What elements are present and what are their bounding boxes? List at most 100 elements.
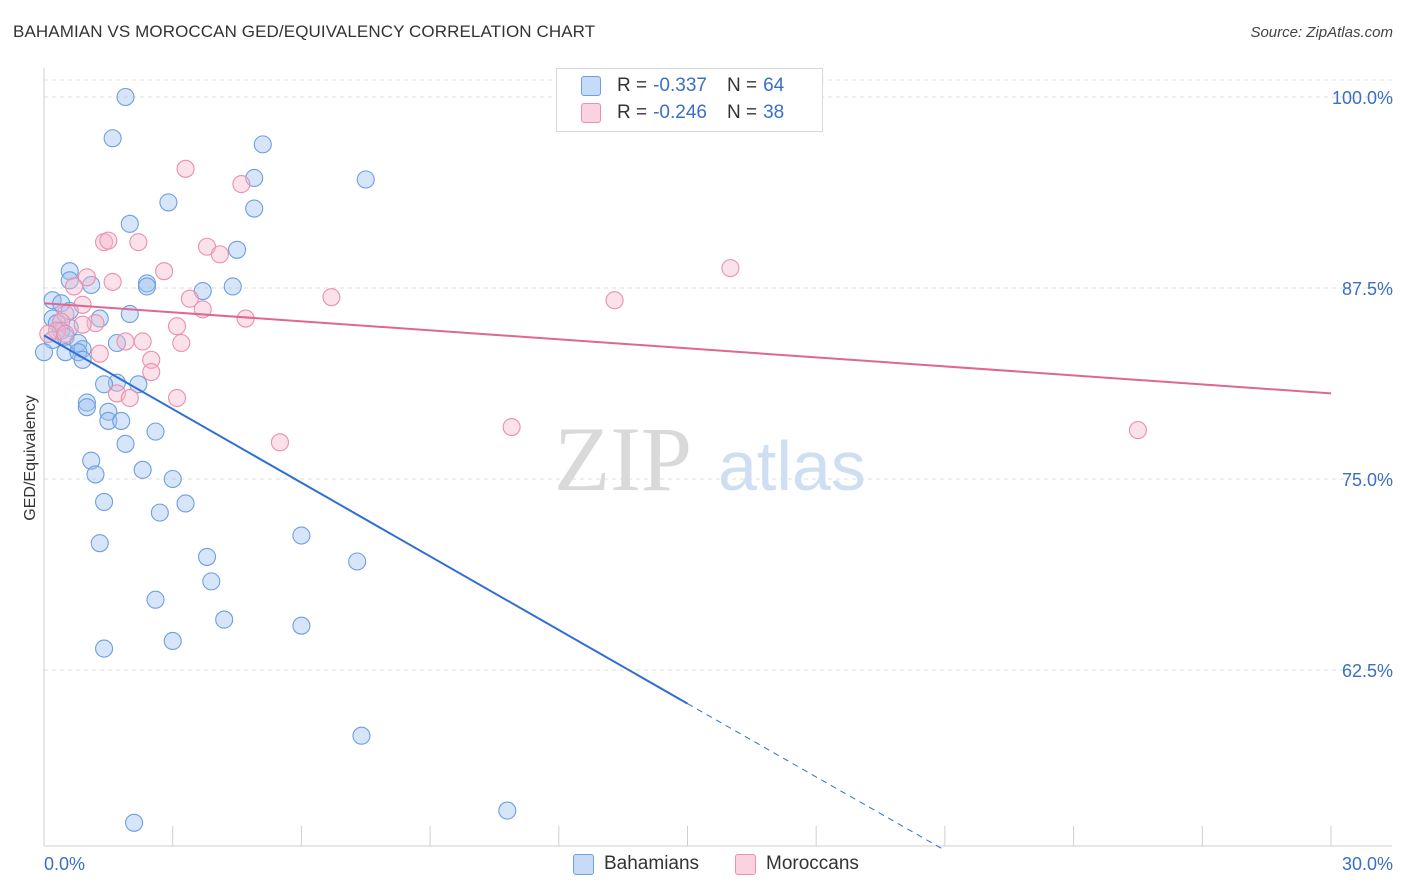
chart-source: Source: ZipAtlas.com: [1250, 24, 1393, 41]
legend-row-moroccans: R = -0.246 N = 38: [581, 101, 784, 125]
watermark: ZIP atlas: [554, 408, 866, 510]
y-tick-label: 87.5%: [1342, 279, 1393, 299]
bottom-legend-label-bahamians: Bahamians: [604, 853, 700, 874]
point-bahamians: [292, 526, 311, 545]
point-bahamians: [95, 375, 114, 394]
legend-n-value: 64: [763, 75, 785, 96]
bottom-legend-moroccans: Moroccans: [735, 852, 859, 876]
point-moroccans: [133, 332, 152, 351]
point-moroccans: [180, 289, 199, 308]
point-bahamians: [82, 451, 101, 470]
point-bahamians: [90, 534, 109, 553]
point-moroccans: [270, 433, 290, 452]
point-moroccans: [120, 388, 139, 408]
legend-r-value: -0.337: [653, 75, 707, 96]
point-moroccans: [1128, 421, 1147, 440]
point-bahamians: [150, 503, 169, 522]
y-tick-label: 100.0%: [1332, 88, 1393, 108]
point-moroccans: [322, 288, 341, 307]
point-moroccans: [39, 324, 58, 343]
point-bahamians: [116, 434, 135, 453]
y-tick-label: 62.5%: [1342, 661, 1393, 681]
bottom-legend-bahamians: Bahamians: [573, 852, 699, 876]
point-bahamians: [120, 214, 139, 233]
point-moroccans: [129, 233, 148, 252]
point-bahamians: [245, 199, 264, 218]
point-bahamians: [99, 402, 118, 421]
point-bahamians: [163, 469, 182, 489]
bottom-legend-swatch-bahamians: [573, 853, 594, 875]
stats-legend: R = -0.337 N = 64 R = -0.246 N = 38: [556, 68, 823, 132]
point-moroccans: [77, 268, 96, 287]
point-moroccans: [90, 344, 109, 363]
point-bahamians: [86, 465, 105, 484]
point-bahamians: [146, 422, 165, 441]
trend-line-bahamians: [43, 334, 688, 705]
point-moroccans: [56, 324, 75, 343]
legend-swatch-bahamians: [581, 76, 601, 96]
point-bahamians: [348, 552, 367, 571]
axes: [43, 68, 1392, 847]
point-bahamians: [292, 616, 311, 635]
point-bahamians: [99, 411, 118, 430]
trend-line-bahamians-extension: [687, 703, 946, 851]
point-bahamians: [112, 411, 131, 430]
point-moroccans: [142, 362, 161, 382]
point-bahamians: [125, 813, 144, 832]
legend-n-label: N =: [726, 75, 758, 96]
watermark-zip: ZIP: [554, 408, 692, 510]
point-moroccans: [167, 317, 187, 336]
point-bahamians: [77, 398, 96, 417]
point-moroccans: [176, 159, 195, 178]
x-tick-label-left: 0.0%: [44, 854, 85, 874]
point-bahamians: [137, 277, 157, 296]
trend-line-moroccans: [43, 302, 1332, 395]
point-bahamians: [163, 631, 182, 651]
point-bahamians: [95, 639, 114, 658]
legend-swatch-moroccans: [581, 103, 601, 123]
point-bahamians: [159, 193, 178, 212]
legend-n-label: N =: [726, 102, 758, 123]
tick-labels: 100.0% 87.5% 75.0% 62.5% 0.0% 30.0%: [44, 88, 1393, 874]
point-bahamians: [223, 277, 242, 296]
point-bahamians: [356, 170, 375, 189]
legend-row-bahamians: R = -0.337 N = 64: [581, 74, 784, 98]
point-moroccans: [210, 245, 229, 264]
point-moroccans: [605, 291, 624, 310]
trend-lines: [43, 302, 1332, 851]
legend-n-value: 38: [763, 102, 785, 123]
point-moroccans: [116, 332, 135, 351]
bottom-legend-swatch-moroccans: [735, 853, 756, 875]
point-bahamians: [77, 393, 96, 412]
point-bahamians: [202, 572, 221, 591]
point-moroccans: [73, 315, 92, 334]
point-bahamians: [176, 494, 195, 513]
point-bahamians: [197, 547, 217, 566]
point-moroccans: [64, 277, 84, 296]
point-bahamians: [103, 129, 122, 148]
point-bahamians: [253, 135, 272, 154]
point-bahamians: [215, 610, 234, 629]
point-moroccans: [502, 417, 521, 437]
point-bahamians: [352, 726, 371, 745]
point-bahamians: [116, 87, 135, 107]
point-bahamians: [228, 240, 247, 259]
legend-r-label: R =: [617, 75, 648, 96]
point-bahamians: [95, 492, 114, 511]
point-bahamians: [146, 590, 165, 609]
point-moroccans: [103, 272, 122, 291]
point-moroccans: [232, 175, 251, 194]
point-bahamians: [498, 801, 517, 820]
point-bahamians: [34, 343, 54, 362]
x-tick-label-right: 30.0%: [1342, 854, 1393, 874]
bottom-legend-label-moroccans: Moroccans: [766, 853, 859, 874]
watermark-atlas: atlas: [718, 427, 866, 505]
y-tick-label: 75.0%: [1342, 470, 1393, 490]
point-moroccans: [172, 333, 191, 353]
legend-r-value: -0.246: [653, 102, 707, 123]
chart-title: BAHAMIAN VS MOROCCAN GED/EQUIVALENCY COR…: [13, 22, 596, 41]
point-moroccans: [99, 231, 118, 250]
point-bahamians: [133, 460, 152, 479]
grid-lines: [44, 79, 1392, 671]
